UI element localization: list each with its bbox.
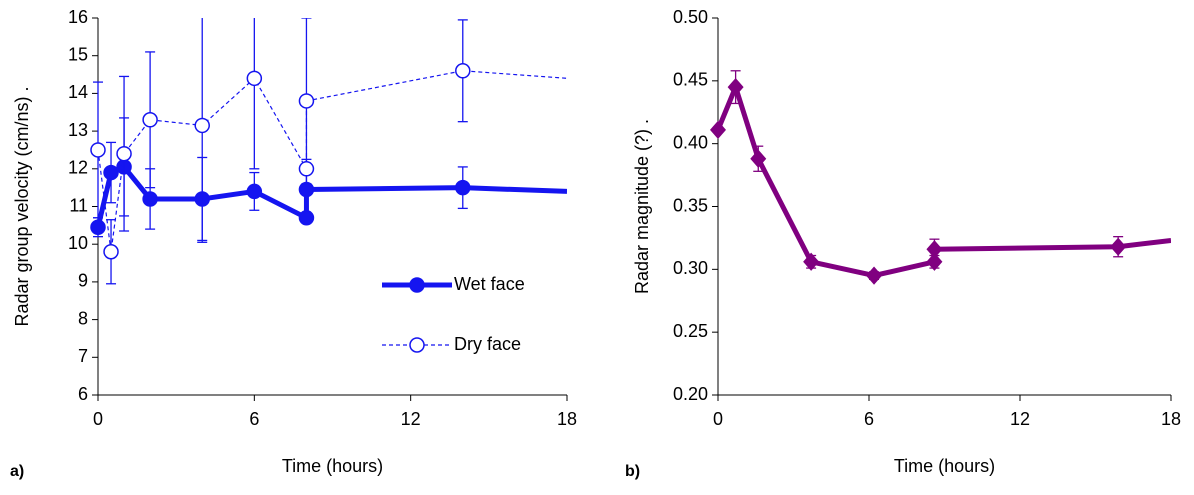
panel-label: a) bbox=[10, 463, 24, 480]
marker bbox=[710, 120, 726, 139]
series-line bbox=[97, 70, 567, 253]
marker bbox=[194, 117, 210, 134]
y-tick-label: 8 bbox=[78, 308, 88, 328]
legend-marker bbox=[409, 277, 425, 293]
x-axis-label: Time (hours) bbox=[282, 456, 383, 476]
marker bbox=[142, 112, 158, 128]
y-tick-label: 0.25 bbox=[673, 321, 708, 341]
marker bbox=[90, 219, 106, 235]
marker bbox=[246, 70, 263, 87]
legend-label: Dry face bbox=[454, 334, 521, 354]
plot-area bbox=[710, 70, 1171, 285]
y-tick-label: 0.40 bbox=[673, 132, 708, 152]
panel-label: b) bbox=[625, 463, 640, 480]
y-tick-label: 0.30 bbox=[673, 258, 708, 278]
marker bbox=[455, 179, 471, 196]
marker bbox=[750, 149, 767, 168]
x-tick-label: 12 bbox=[401, 409, 421, 429]
series-line bbox=[95, 164, 567, 228]
marker bbox=[1110, 237, 1127, 256]
y-tick-label: 15 bbox=[68, 44, 88, 64]
y-tick-label: 0.20 bbox=[673, 384, 708, 404]
x-tick-label: 6 bbox=[864, 409, 874, 429]
y-tick-label: 13 bbox=[68, 120, 88, 140]
marker bbox=[103, 164, 119, 181]
marker bbox=[866, 266, 883, 285]
x-tick-label: 18 bbox=[557, 409, 577, 429]
x-tick-label: 6 bbox=[249, 409, 259, 429]
marker bbox=[298, 93, 315, 109]
marker bbox=[298, 210, 315, 226]
y-tick-label: 14 bbox=[68, 82, 88, 102]
marker bbox=[103, 243, 119, 260]
marker bbox=[455, 63, 471, 79]
y-tick-label: 7 bbox=[78, 346, 88, 366]
y-tick-label: 12 bbox=[68, 158, 88, 178]
marker bbox=[116, 145, 132, 162]
legend-marker bbox=[409, 337, 425, 353]
marker bbox=[298, 161, 315, 177]
y-tick-label: 0.35 bbox=[673, 195, 708, 215]
y-tick-label: 9 bbox=[78, 271, 88, 291]
x-tick-label: 0 bbox=[93, 409, 103, 429]
x-tick-label: 0 bbox=[713, 409, 723, 429]
marker bbox=[90, 142, 106, 158]
plot-area bbox=[90, 18, 567, 285]
legend-label: Wet face bbox=[454, 274, 525, 294]
x-tick-label: 12 bbox=[1010, 409, 1030, 429]
marker bbox=[926, 240, 943, 259]
y-axis-label: Radar group velocity (cm/ns) . bbox=[12, 86, 32, 326]
y-tick-label: 0.50 bbox=[673, 7, 708, 27]
marker bbox=[298, 181, 315, 198]
series-line bbox=[715, 84, 1171, 279]
marker bbox=[727, 77, 744, 97]
y-tick-label: 11 bbox=[69, 195, 88, 215]
marker bbox=[803, 252, 820, 271]
y-tick-label: 16 bbox=[68, 7, 88, 27]
marker bbox=[246, 183, 263, 200]
x-axis-label: Time (hours) bbox=[894, 456, 995, 476]
y-tick-label: 0.45 bbox=[673, 70, 708, 90]
marker bbox=[142, 191, 158, 207]
y-tick-label: 6 bbox=[78, 384, 88, 404]
y-tick-label: 10 bbox=[68, 233, 88, 253]
y-axis-label: Radar magnitude (?) . bbox=[632, 119, 652, 294]
x-tick-label: 18 bbox=[1161, 409, 1181, 429]
marker bbox=[926, 252, 943, 271]
